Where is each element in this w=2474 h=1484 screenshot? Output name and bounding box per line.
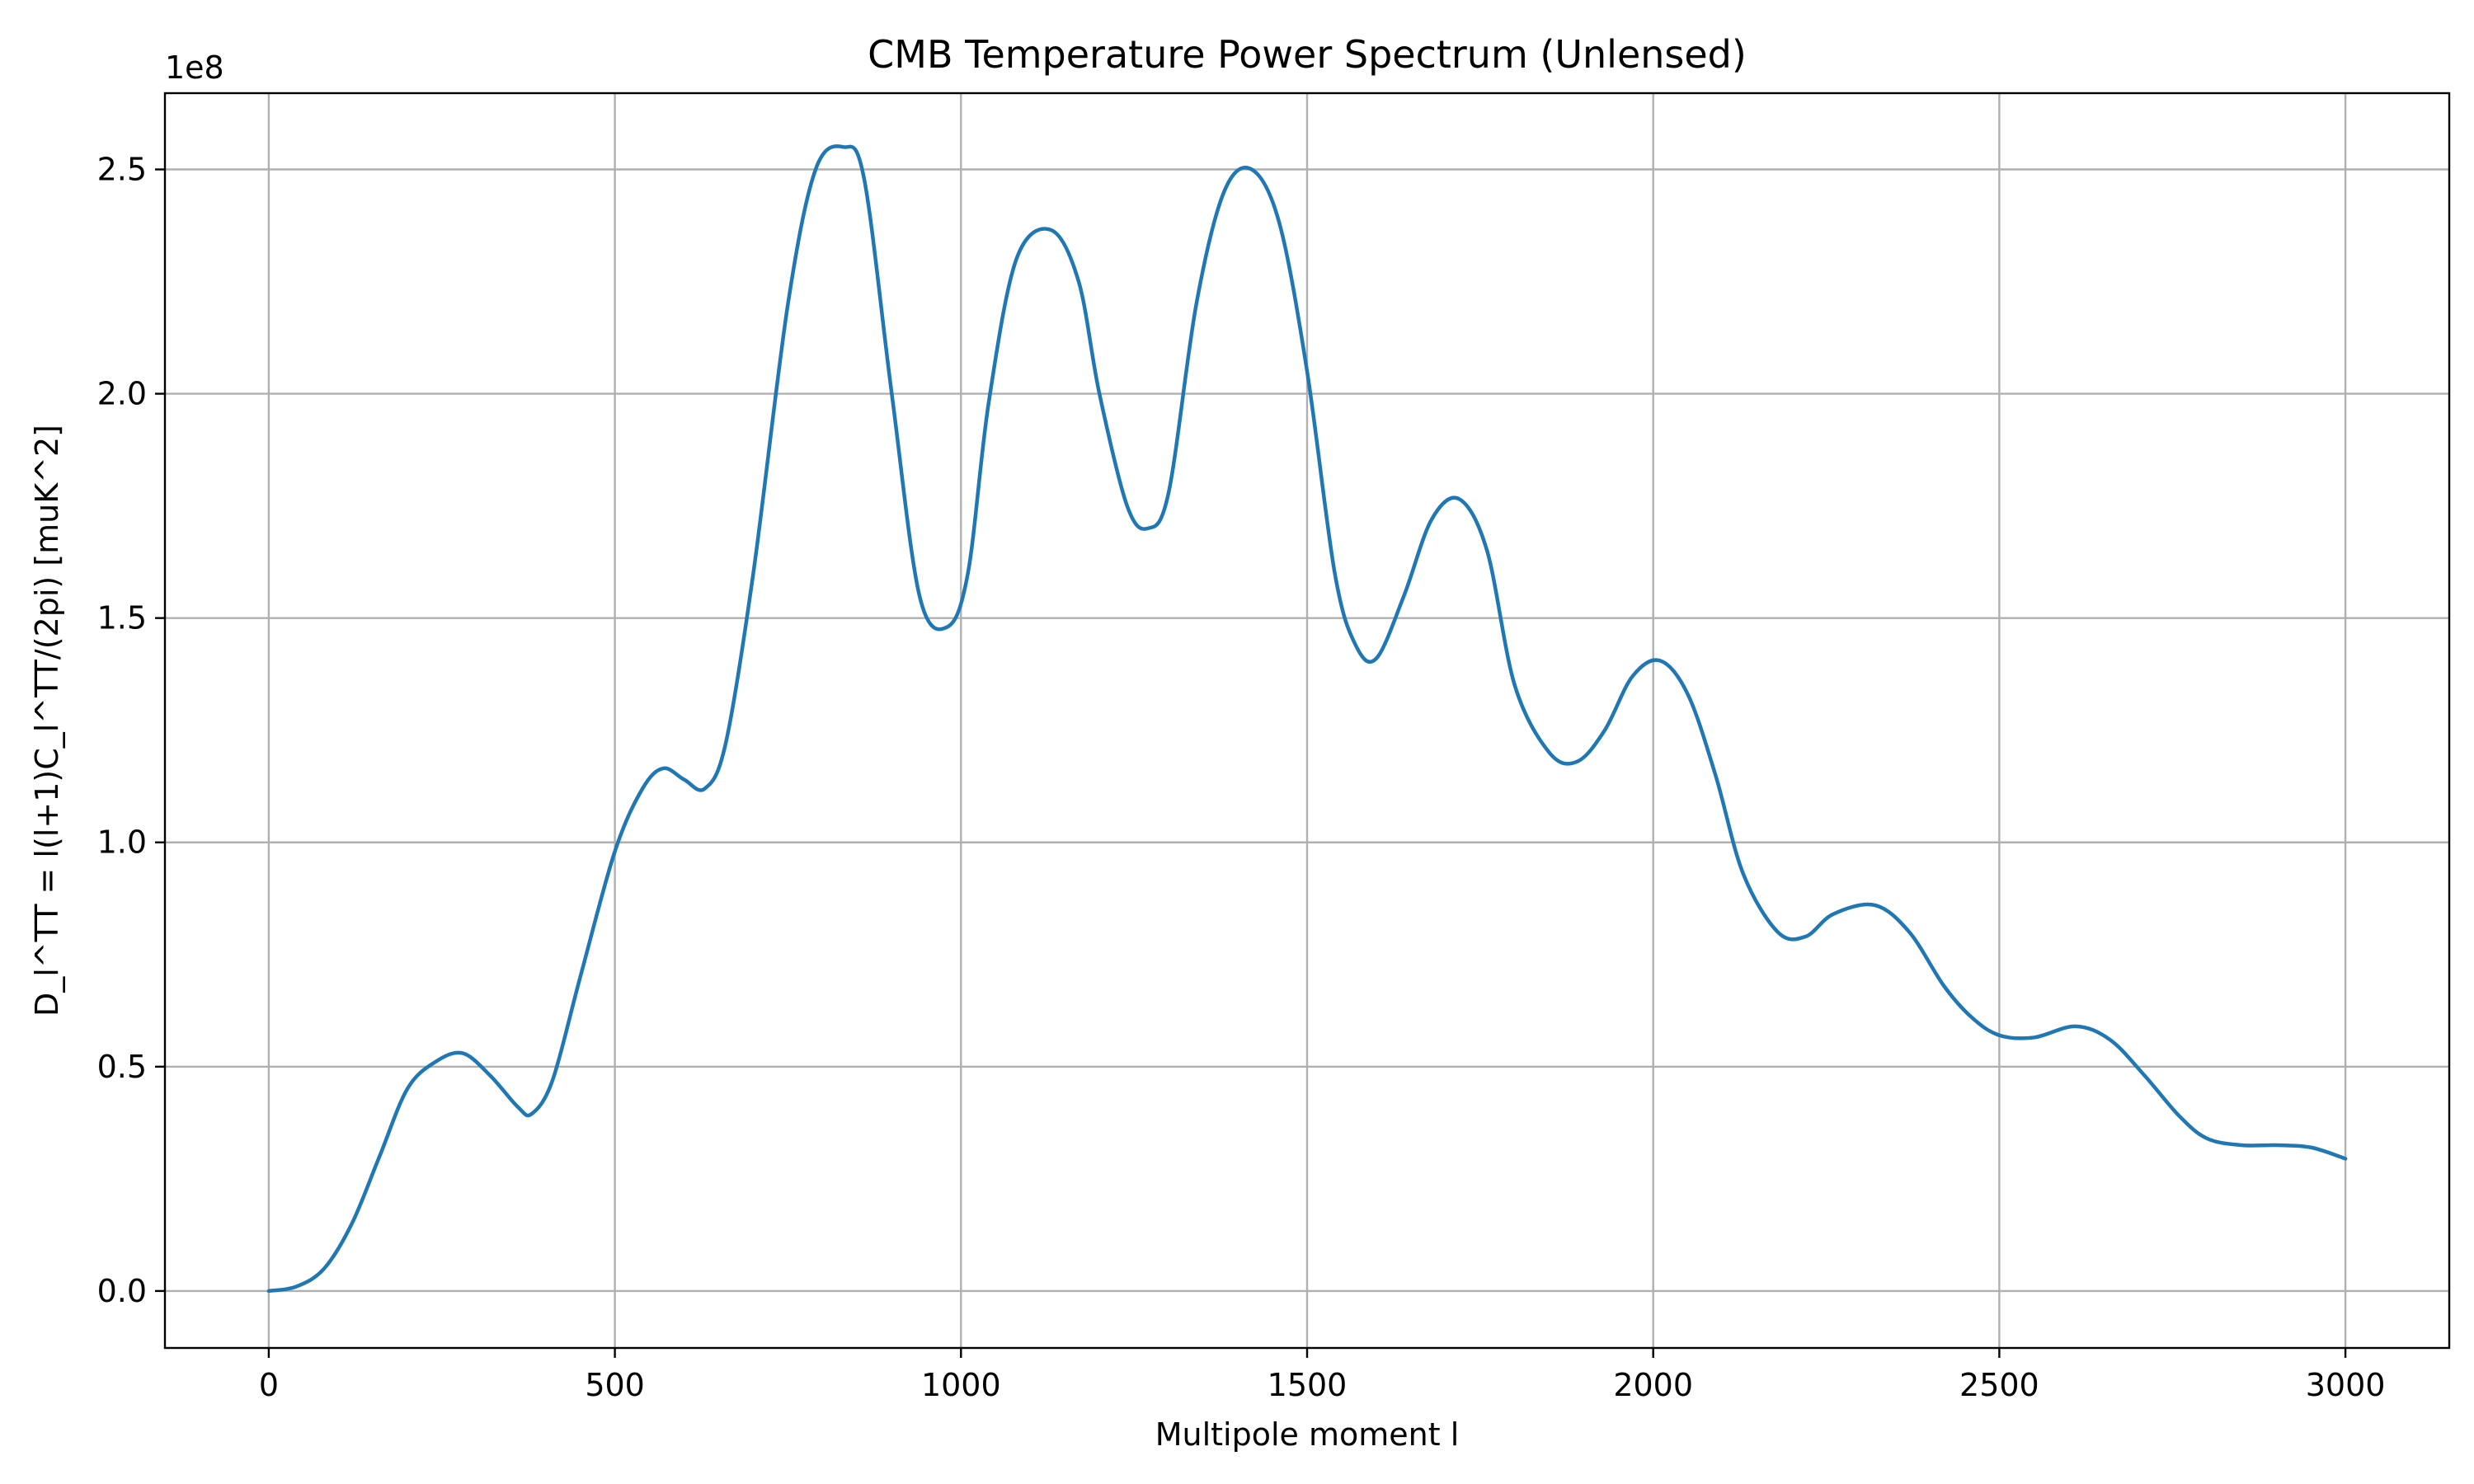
y-tick-label: 1.0 (97, 824, 147, 861)
series-layer (266, 144, 2348, 1294)
x-tick-label: 3000 (2306, 1367, 2386, 1403)
chart-title: CMB Temperature Power Spectrum (Unlensed… (868, 32, 1747, 77)
x-tick-label: 2000 (1613, 1367, 1693, 1403)
x-tick-label: 2500 (1959, 1367, 2039, 1403)
x-tick-label: 0 (259, 1367, 279, 1403)
y-tick-label: 2.5 (97, 152, 147, 188)
y-tick-label: 1.5 (97, 600, 147, 636)
y-tick-label: 0.5 (97, 1049, 147, 1085)
x-tick-label: 1000 (921, 1367, 1001, 1403)
x-tick-label: 500 (585, 1367, 645, 1403)
x-tick-label: 1500 (1268, 1367, 1348, 1403)
series-line (266, 144, 2348, 1294)
tick-layer: 0 500 1000 1500 2000 2500 3000 0.0 0.5 1.0 1.5 2.0 2… (97, 152, 2386, 1403)
y-tick-label: 2.0 (97, 376, 147, 412)
y-offset-label: 1e8 (165, 49, 224, 86)
grid-layer (165, 93, 2449, 1348)
y-axis-label: D_l^TT = l(l+1)C_l^TT/(2pi) [muK^2] (29, 425, 65, 1017)
x-axis-label: Multipole moment l (1155, 1416, 1460, 1453)
y-tick-label: 0.0 (97, 1273, 147, 1309)
